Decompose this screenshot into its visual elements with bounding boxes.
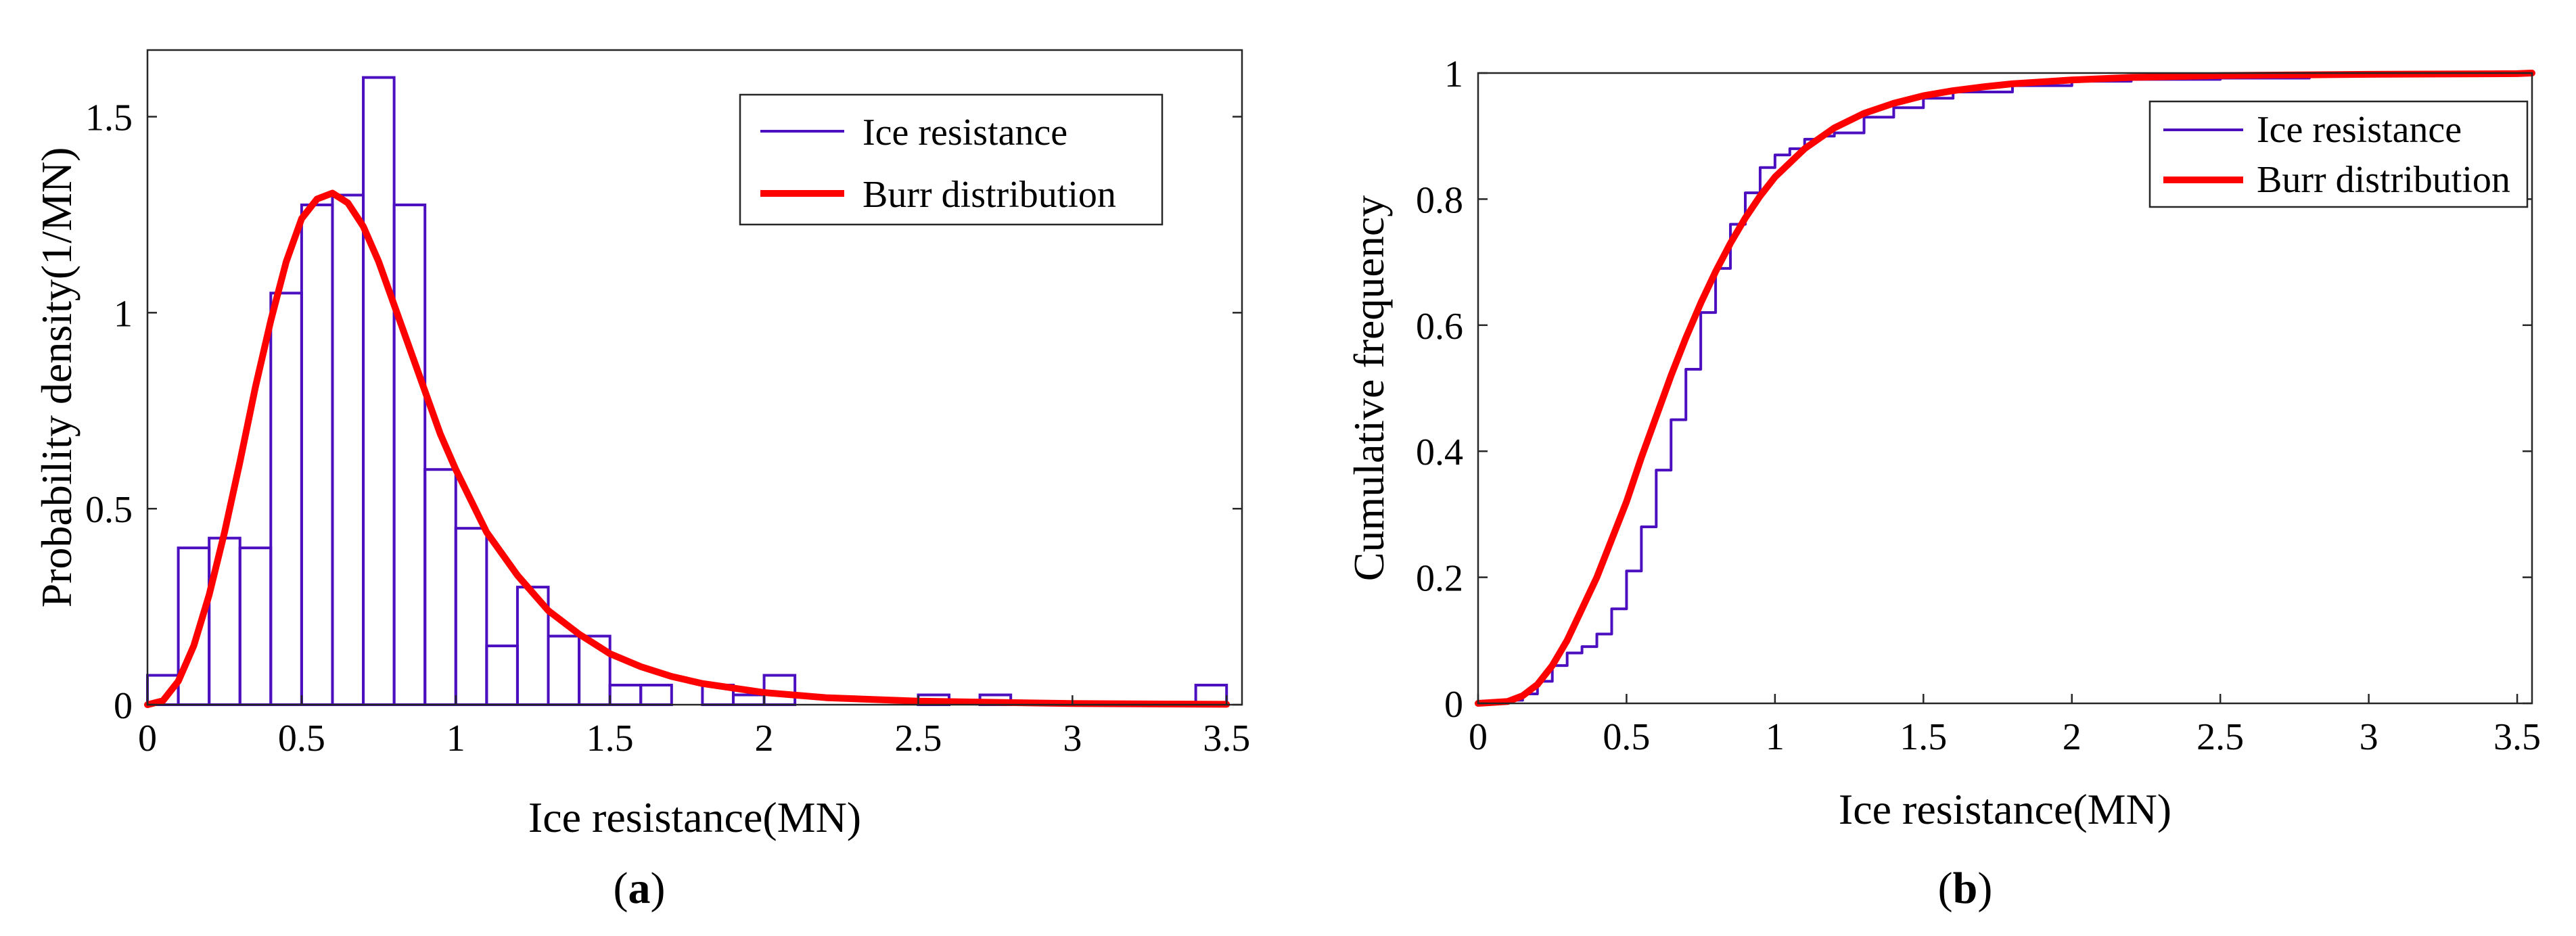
x-tick-label: 3 (1063, 718, 1082, 759)
histogram-bar (331, 193, 365, 707)
plot-area-frame (1477, 72, 2533, 705)
x-tick-label: 1.5 (586, 718, 634, 759)
histogram-bar (485, 645, 519, 706)
x-tick-label: 2 (2063, 716, 2082, 758)
panel-label-a: (a) (614, 864, 666, 913)
burr-fit-cdf (1475, 70, 2535, 707)
histogram-bar (639, 684, 673, 706)
legend-label-burr-distribution: Burr distribution (2257, 159, 2510, 201)
x-axis-label: Ice resistance(MN) (1839, 785, 2171, 833)
x-tick-label: 1.5 (1900, 716, 1947, 758)
y-axis-label: Cumulative frequency (1345, 195, 1393, 581)
legend-label-burr-distribution: Burr distribution (862, 174, 1116, 216)
legend-label-ice-resistance: Ice resistance (2257, 109, 2462, 151)
x-tick-label: 3.5 (1203, 718, 1250, 759)
plot-area-frame (146, 49, 1243, 706)
x-axis-label: Ice resistance(MN) (528, 793, 861, 841)
y-tick-label: 0 (1444, 684, 1463, 726)
y-tick-label: 1 (1444, 53, 1463, 95)
y-tick-label: 0.5 (85, 489, 133, 531)
histogram-bar (362, 76, 396, 707)
y-axis-ticks: 0 0.5 1 1.5 (85, 97, 1242, 727)
x-tick-label: 0.5 (278, 718, 325, 759)
y-axis-label: Probability density(1/MN) (32, 147, 80, 608)
panel-b-cdf: 0 0.5 1 1.5 2 2.5 3 3.5 0 0.2 0.4 0.6 0.8 1 Ice resi… (1345, 53, 2541, 913)
x-tick-label: 0 (138, 718, 157, 759)
ice-resistance-empirical-cdf (1478, 72, 2532, 705)
x-tick-label: 1 (1766, 716, 1785, 758)
x-tick-label: 2.5 (894, 718, 942, 759)
histogram-bar (177, 546, 211, 707)
x-tick-label: 0 (1469, 716, 1488, 758)
legend-label-ice-resistance: Ice resistance (862, 112, 1067, 154)
x-tick-label: 3.5 (2493, 716, 2541, 758)
histogram-bar (608, 684, 643, 706)
x-tick-label: 2.5 (2196, 716, 2244, 758)
panel-a-histogram: 0 0.5 1 1.5 2 2.5 3 3.5 0 0.5 1 1.5 Ice resistance… (32, 49, 1250, 913)
x-axis-ticks: 0 0.5 1 1.5 2 2.5 3 3.5 (1469, 694, 2541, 758)
x-tick-label: 2 (755, 718, 774, 759)
panel-label-b: (b) (1938, 864, 1993, 913)
y-tick-label: 0.6 (1416, 306, 1463, 348)
x-tick-label: 0.5 (1603, 716, 1650, 758)
histogram-bar (238, 546, 273, 707)
x-axis-ticks: 0 0.5 1 1.5 2 2.5 3 3.5 (138, 695, 1250, 759)
y-tick-label: 0.2 (1416, 558, 1463, 600)
y-tick-label: 0.4 (1416, 431, 1463, 473)
histogram-bar (269, 291, 303, 706)
y-tick-label: 0 (114, 685, 133, 727)
histogram-bar (392, 203, 427, 706)
histogram-bar (731, 693, 766, 707)
histogram-bar (423, 468, 457, 706)
legend-box (739, 93, 1164, 226)
burr-fit-curve (144, 189, 1230, 708)
legend-box (2148, 100, 2529, 208)
y-tick-label: 0.8 (1416, 179, 1463, 221)
histogram-bar (547, 634, 581, 706)
y-tick-label: 1.5 (85, 97, 133, 139)
histogram-bar (454, 527, 488, 706)
y-tick-label: 1 (114, 293, 133, 335)
legend: Ice resistance Burr distribution (2148, 100, 2529, 208)
legend: Ice resistance Burr distribution (739, 93, 1164, 226)
x-tick-label: 3 (2360, 716, 2378, 758)
x-tick-label: 1 (446, 718, 465, 759)
histogram-bar (300, 203, 334, 706)
y-axis-ticks: 0 0.2 0.4 0.6 0.8 1 (1416, 53, 2532, 726)
